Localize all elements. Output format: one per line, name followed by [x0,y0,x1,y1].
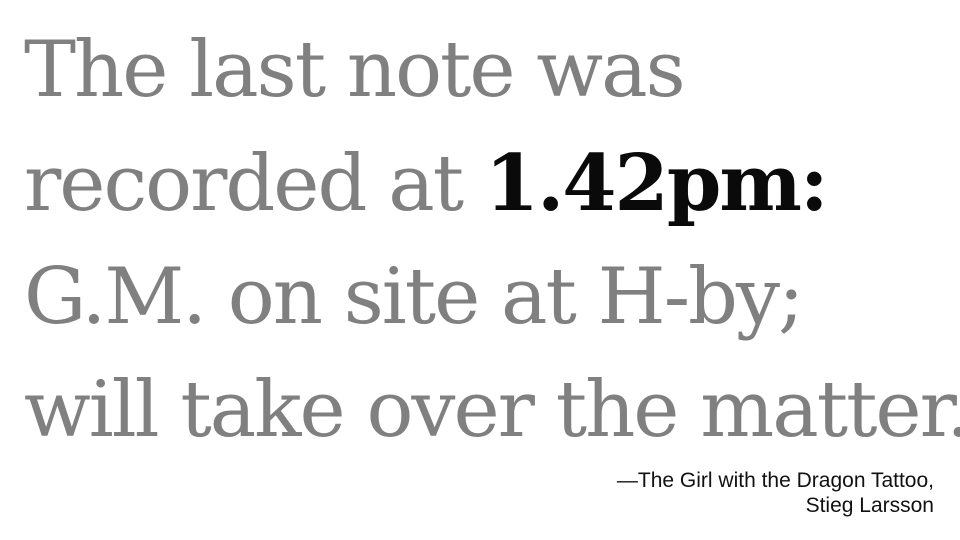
quote-line-2-text: recorded at [24,139,485,229]
attribution: —The Girl with the Dragon Tattoo, Stieg … [617,468,934,518]
quote-line-4: will take over the matter. [24,365,960,455]
attribution-source: —The Girl with the Dragon Tattoo, [616,469,934,492]
quote-line-2: recorded at 1.42pm: [24,127,944,241]
quote-line-3: G.M. on site at H-by; [24,252,804,342]
quote-block: The last note was recorded at 1.42pm: G.… [24,14,960,467]
quote-emphasis-time: 1.42pm: [484,138,829,229]
attribution-author: Stieg Larsson [805,494,934,517]
quote-line-1: The last note was [24,25,686,115]
